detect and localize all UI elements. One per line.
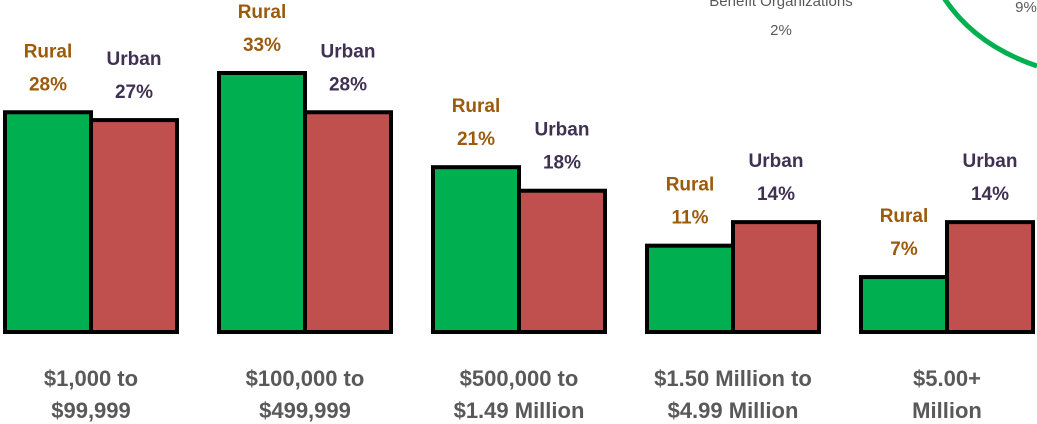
annotation: 2% (770, 22, 792, 39)
x-tick-label: $499,999 (259, 398, 351, 423)
bar (3, 110, 93, 334)
bar (431, 165, 521, 334)
value-label: 28% (329, 74, 367, 95)
bar (517, 188, 607, 334)
bar (945, 220, 1035, 334)
value-label: 33% (243, 35, 281, 56)
x-tick-label: $5.00+ (913, 366, 981, 391)
series-label: Urban (107, 49, 162, 70)
x-tick-label: $1.49 Million (454, 398, 585, 423)
bar (859, 275, 949, 334)
value-label: 21% (457, 129, 495, 150)
series-label: Rural (452, 96, 501, 117)
value-label: 14% (757, 184, 795, 205)
series-label: Rural (666, 175, 715, 196)
value-label: 14% (971, 184, 1009, 205)
value-label: 11% (672, 208, 709, 229)
series-label: Urban (749, 151, 804, 172)
annotation: 9% (1015, 0, 1037, 16)
x-tick-label: $1,000 to (44, 366, 138, 391)
series-label: Urban (963, 151, 1018, 172)
x-tick-label: $4.99 Million (668, 398, 799, 423)
bar (645, 243, 735, 335)
series-label: Rural (24, 41, 73, 62)
x-tick-label: $1.50 Million to (654, 366, 812, 391)
bar (217, 71, 307, 334)
value-label: 18% (543, 153, 581, 174)
pie-fragment (942, 0, 1037, 69)
x-tick-label: $100,000 to (246, 366, 365, 391)
series-label: Rural (880, 206, 929, 227)
series-label: Rural (238, 2, 287, 23)
x-tick-label: $500,000 to (460, 366, 579, 391)
series-label: Urban (535, 120, 590, 141)
value-label: 28% (29, 74, 67, 95)
bar (89, 118, 179, 334)
x-tick-label: $99,999 (51, 398, 131, 423)
annotation: Benefit Organizations (709, 0, 852, 10)
bar (303, 110, 393, 334)
value-label: 7% (890, 239, 918, 260)
bar (731, 220, 821, 334)
x-tick-label: Million (912, 398, 982, 423)
series-label: Urban (321, 41, 376, 62)
value-label: 27% (115, 82, 153, 103)
